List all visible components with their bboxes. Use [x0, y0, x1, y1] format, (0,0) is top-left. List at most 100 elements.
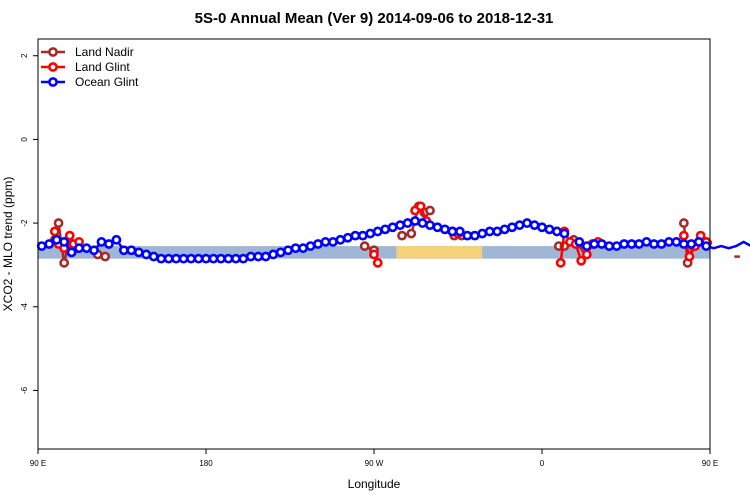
- series-ocean-glint: [36, 216, 750, 264]
- y-axis: 2 0 -2 -4 -6: [20, 53, 38, 394]
- data-point: [193, 253, 204, 264]
- data-point: [440, 224, 450, 235]
- data-point: [507, 222, 518, 233]
- x-tick-label: 90 E: [702, 459, 718, 468]
- data-point: [581, 249, 592, 260]
- data-point: [417, 218, 428, 228]
- x-tick-label: 0: [540, 459, 545, 468]
- data-point: [230, 253, 241, 264]
- data-point: [656, 239, 667, 249]
- data-point: [372, 226, 383, 237]
- legend-item: Land Nadir: [41, 45, 134, 59]
- data-point: [462, 230, 473, 241]
- data-point: [634, 239, 644, 249]
- data-point: [268, 249, 279, 260]
- data-point: [359, 241, 370, 251]
- data-point: [619, 239, 630, 249]
- data-point: [298, 243, 308, 254]
- data-point: [596, 239, 607, 249]
- data-point: [74, 243, 84, 254]
- data-point: [89, 245, 99, 256]
- data-point: [678, 218, 689, 228]
- data-point: [402, 218, 413, 228]
- data-point: [328, 237, 338, 247]
- series-layer: [36, 201, 750, 268]
- data-point: [260, 251, 271, 262]
- data-point: [469, 230, 480, 241]
- data-point: [380, 224, 391, 235]
- data-point: [148, 251, 159, 262]
- data-point: [372, 257, 383, 268]
- data-point: [305, 241, 316, 251]
- data-point: [49, 226, 60, 237]
- data-point: [387, 222, 398, 233]
- data-point: [552, 226, 562, 237]
- data-point: [684, 251, 695, 262]
- data-point: [59, 257, 70, 268]
- data-point: [290, 243, 301, 254]
- data-point: [406, 228, 417, 239]
- data-point: [693, 237, 704, 247]
- data-point: [611, 241, 622, 251]
- data-point: [576, 255, 587, 266]
- data-point: [104, 239, 114, 249]
- data-point: [686, 239, 697, 249]
- data-point: [118, 245, 129, 256]
- y-tick-label: -6: [20, 386, 29, 394]
- data-point: [171, 253, 182, 264]
- data-point: [186, 253, 196, 264]
- legend-item: Land Glint: [41, 60, 130, 74]
- x-tick-label: 90 E: [30, 459, 46, 468]
- data-point: [395, 220, 406, 231]
- data-point: [425, 205, 435, 216]
- y-axis-label: XCO2 - MLO trend (ppm): [1, 177, 15, 312]
- data-point: [275, 247, 286, 258]
- data-point: [201, 253, 211, 264]
- data-point: [499, 224, 510, 235]
- data-point: [51, 234, 62, 245]
- data-point: [64, 230, 75, 241]
- legend-marker: [48, 62, 58, 72]
- y-tick-label: -2: [20, 219, 29, 227]
- data-point: [410, 216, 420, 226]
- data-point: [208, 253, 219, 264]
- data-point: [253, 251, 264, 262]
- data-point: [555, 257, 566, 268]
- data-point: [447, 226, 458, 237]
- x-axis: 90 E 180 90 W 0 90 E: [30, 449, 718, 468]
- data-point: [514, 220, 525, 231]
- data-point: [397, 230, 407, 241]
- data-point: [59, 237, 70, 247]
- data-point: [537, 222, 547, 233]
- band-1: [396, 246, 483, 259]
- data-point: [216, 253, 226, 264]
- y-tick-label: 2: [20, 53, 29, 58]
- data-point: [641, 237, 652, 247]
- legend-label: Ocean Glint: [75, 75, 139, 89]
- data-point: [484, 226, 495, 237]
- legend-label: Land Glint: [75, 60, 130, 74]
- x-tick-label: 90 W: [365, 459, 384, 468]
- data-point: [574, 237, 585, 247]
- data-point: [141, 249, 152, 260]
- y-tick-label: -4: [20, 303, 29, 311]
- data-point: [53, 218, 64, 228]
- data-point: [626, 239, 637, 249]
- data-point: [178, 253, 189, 264]
- data-point: [44, 239, 55, 249]
- data-point: [454, 226, 465, 237]
- data-point: [283, 245, 294, 256]
- data-point: [96, 237, 107, 247]
- data-point: [163, 253, 174, 264]
- data-point: [156, 253, 167, 264]
- data-point: [111, 234, 122, 245]
- data-point: [415, 201, 426, 212]
- y-tick-label: 0: [20, 137, 29, 142]
- data-point: [581, 241, 592, 251]
- data-point: [365, 228, 376, 239]
- data-point: [126, 245, 137, 256]
- data-point: [432, 222, 443, 233]
